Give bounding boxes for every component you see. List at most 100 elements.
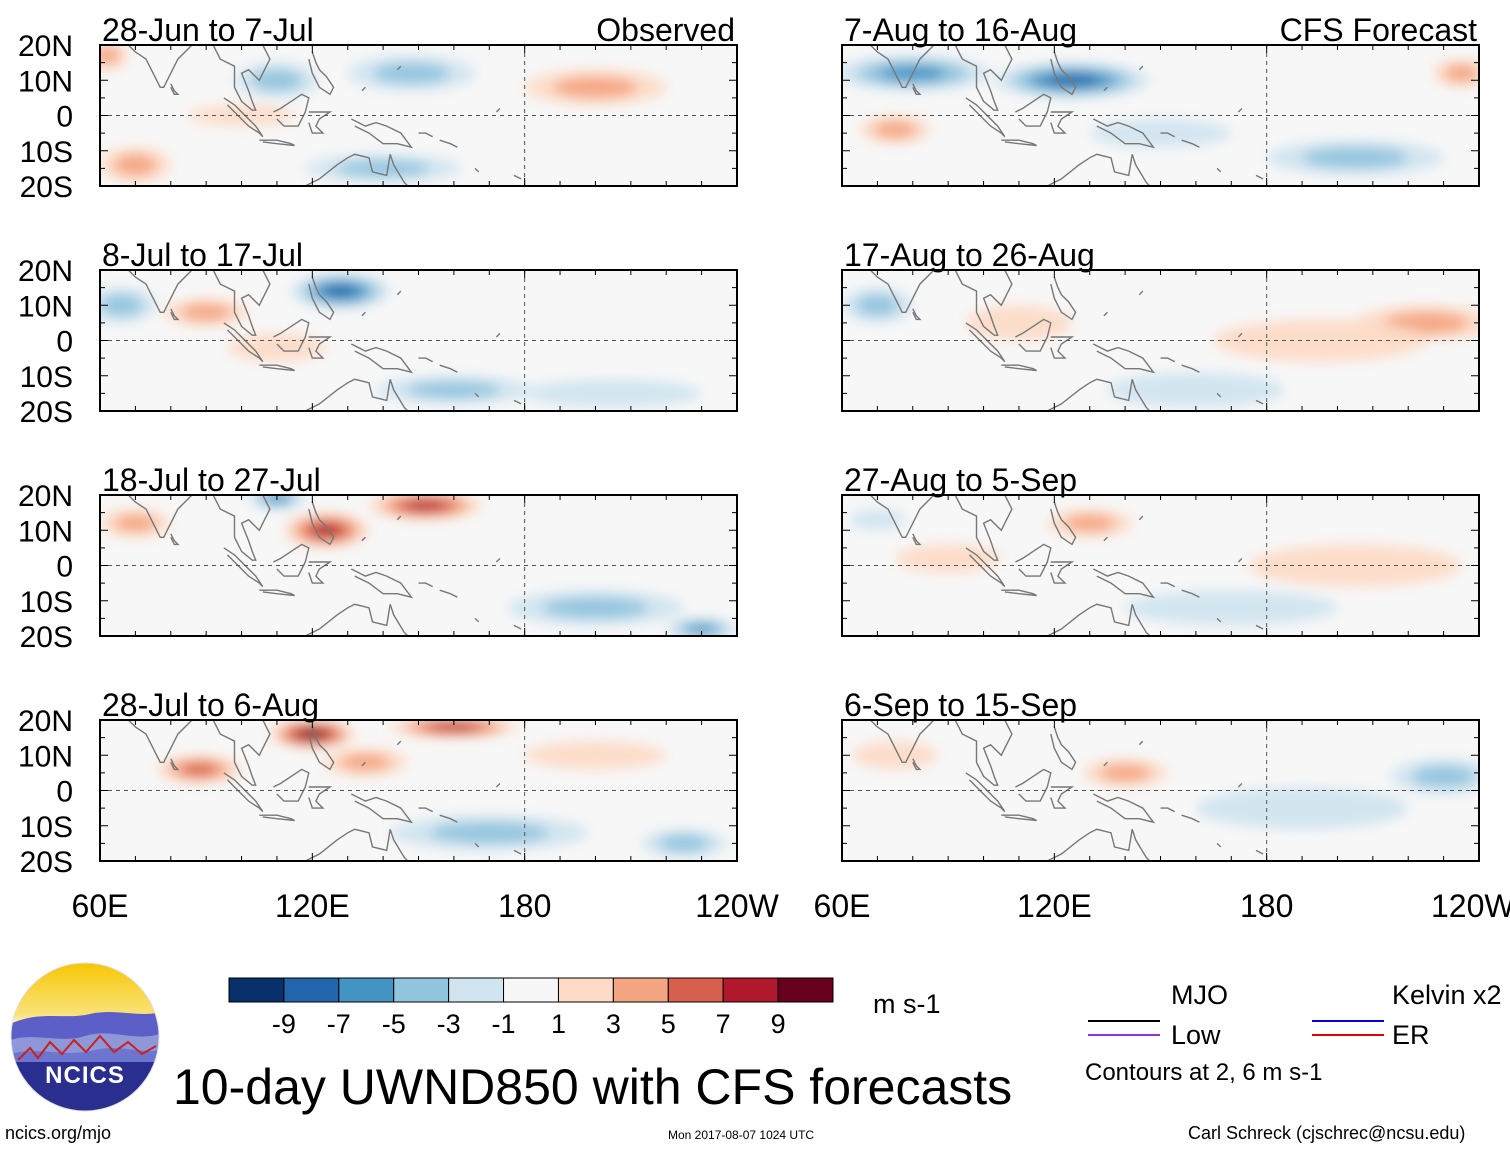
coastline bbox=[308, 111, 333, 134]
x-tick-label: 120E bbox=[1017, 888, 1092, 924]
anomaly-blob bbox=[1444, 64, 1479, 82]
legend-label-er: ER bbox=[1392, 1020, 1430, 1050]
coastline bbox=[1050, 276, 1077, 321]
coastline bbox=[495, 332, 501, 338]
coastline bbox=[869, 495, 935, 538]
coastline bbox=[1237, 108, 1243, 113]
map-panel-5: 7-Aug to 16-Aug CFS Forecast bbox=[841, 12, 1480, 187]
coastline bbox=[1050, 51, 1077, 96]
anomaly-blob bbox=[524, 741, 667, 770]
anomaly-blob bbox=[180, 763, 218, 776]
coastline bbox=[1181, 139, 1200, 148]
colorbar-swatch bbox=[283, 977, 340, 1003]
coastline bbox=[396, 515, 402, 521]
y-tick-label: 10N bbox=[18, 290, 73, 323]
coastline bbox=[474, 167, 480, 173]
x-tick-label: 120W bbox=[695, 888, 779, 924]
anomaly-blob bbox=[336, 159, 430, 177]
coastline bbox=[965, 97, 1006, 138]
colorbar-swatch bbox=[667, 977, 724, 1003]
coastline bbox=[1001, 589, 1037, 597]
coastline bbox=[308, 501, 335, 546]
y-tick-label: 0 bbox=[56, 101, 73, 134]
legend-label-kelvin: Kelvin x2 bbox=[1392, 980, 1502, 1010]
coastline bbox=[303, 603, 409, 636]
coastline bbox=[912, 83, 922, 95]
coastline bbox=[954, 270, 1013, 336]
coastline bbox=[1138, 515, 1144, 521]
coastline bbox=[1255, 399, 1264, 405]
colorbar-swatch bbox=[448, 977, 505, 1003]
coastline bbox=[1015, 318, 1052, 352]
coastline bbox=[513, 399, 522, 405]
coastline bbox=[1138, 290, 1144, 296]
y-tick-label: 0 bbox=[56, 551, 73, 584]
x-tick-label: 120E bbox=[275, 888, 350, 924]
coastline bbox=[1045, 828, 1151, 861]
coastline bbox=[212, 270, 271, 336]
anomaly-blob bbox=[251, 69, 303, 91]
colorbar-tick-label: -3 bbox=[437, 1009, 461, 1039]
coastlines bbox=[127, 45, 522, 186]
anomaly-blob bbox=[856, 294, 899, 316]
anomaly-blob bbox=[324, 285, 358, 298]
coastline bbox=[1138, 740, 1144, 746]
coastline bbox=[474, 392, 480, 398]
map-panel-8: 6-Sep to 15-Sep bbox=[841, 687, 1480, 862]
anomaly-blob bbox=[1302, 147, 1409, 169]
coastline bbox=[1050, 561, 1075, 584]
anomaly-blob bbox=[188, 104, 295, 127]
footer-timestamp: Mon 2017-08-07 1024 UTC bbox=[668, 1128, 815, 1142]
y-tick-label: 10N bbox=[18, 65, 73, 98]
coastline bbox=[350, 793, 414, 824]
coastline bbox=[127, 45, 193, 88]
anomaly-blob bbox=[852, 741, 938, 770]
coastline bbox=[212, 495, 271, 561]
anomaly-blob bbox=[373, 62, 450, 84]
coastline bbox=[965, 322, 1006, 363]
coastline bbox=[1181, 814, 1200, 823]
panel-period-title: 8-Jul to 17-Jul bbox=[102, 237, 303, 273]
coastline bbox=[127, 720, 193, 763]
coastline bbox=[223, 547, 264, 588]
anomaly-blob bbox=[849, 509, 906, 531]
coastline bbox=[513, 849, 522, 855]
colorbar-tick-label: 9 bbox=[771, 1009, 786, 1039]
anomaly-blob bbox=[406, 500, 445, 511]
coastline bbox=[1103, 536, 1108, 542]
coastline bbox=[1001, 814, 1037, 822]
x-tick-label: 180 bbox=[1240, 888, 1293, 924]
coastline bbox=[212, 720, 271, 786]
footer-url[interactable]: ncics.org/mjo bbox=[5, 1123, 112, 1143]
coastline bbox=[495, 558, 501, 563]
y-tick-label: 20S bbox=[20, 846, 73, 879]
coastline bbox=[1160, 132, 1176, 138]
anomaly-blob bbox=[1125, 590, 1338, 626]
y-tick-label: 20S bbox=[20, 621, 73, 654]
coastline bbox=[954, 495, 1013, 561]
anomaly-blob bbox=[100, 47, 120, 65]
coastline bbox=[308, 276, 335, 321]
y-tick-label: 10N bbox=[18, 740, 73, 773]
coastline bbox=[1015, 543, 1052, 577]
map-panel-7: 27-Aug to 5-Sep bbox=[841, 462, 1480, 637]
coastline bbox=[308, 726, 335, 771]
coastline bbox=[912, 758, 922, 771]
coastline bbox=[1045, 603, 1151, 636]
coastline bbox=[954, 720, 1013, 786]
panel-source-label: CFS Forecast bbox=[1280, 12, 1477, 48]
coastline bbox=[418, 357, 434, 363]
panel-period-title: 6-Sep to 15-Sep bbox=[844, 687, 1077, 723]
coastline bbox=[439, 589, 458, 598]
anomaly-blob bbox=[1411, 765, 1476, 787]
anomaly-blob bbox=[114, 514, 157, 532]
colorbar-tick-label: -5 bbox=[382, 1009, 406, 1039]
panel-period-title: 17-Aug to 26-Aug bbox=[844, 237, 1095, 273]
coastline bbox=[1255, 624, 1264, 630]
coastline bbox=[1160, 357, 1176, 363]
panel-source-label: Observed bbox=[596, 12, 735, 48]
coastline bbox=[308, 786, 333, 809]
coastline bbox=[170, 758, 180, 771]
